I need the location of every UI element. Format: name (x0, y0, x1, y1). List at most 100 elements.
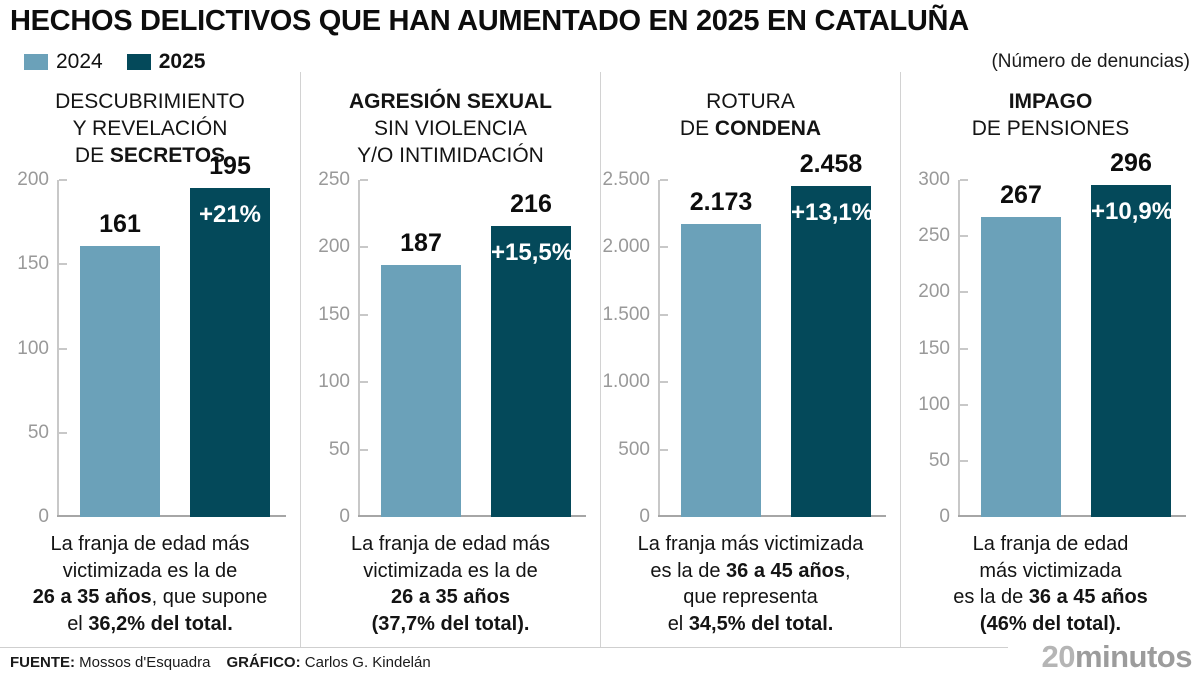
y-axis-tick-mark (660, 246, 668, 249)
bar-value-2024: 2.173 (689, 188, 753, 217)
y-axis-tick-label: 0 (339, 506, 350, 527)
y-axis-tick-mark (59, 347, 67, 350)
y-axis-tick-mark (59, 179, 67, 181)
legend-label-2024: 2024 (56, 50, 103, 73)
footnote-text: que representa (683, 586, 818, 608)
footnote-line: es la de 36 a 45 años, (601, 558, 900, 585)
footnote-text: , (845, 559, 851, 582)
y-axis-tick-mark (960, 235, 968, 238)
20minutos-logo: 20minutos (1041, 639, 1192, 675)
panels: DESCUBRIMIENTO Y REVELACIÓN DE SECRETOS 16… (0, 72, 1200, 648)
y-axis-tick-label: 0 (38, 506, 49, 527)
footnote-text: 26 a 35 años (32, 586, 152, 608)
bar-2024 (681, 224, 761, 517)
bar-value-2025: 216 (510, 189, 552, 218)
panel-footnote: La franja de edad más victimizada es la d… (0, 531, 300, 637)
bar-pct-change-2025: +10,9% (1091, 197, 1174, 225)
chart-plot-area: 2.173 2.458 +13,1% 2.500 2.000 1.500 1.000 5… (601, 150, 900, 527)
footnote-text: 26 a 35 años (391, 586, 510, 608)
panel-title-line: IMPAGO (901, 88, 1200, 115)
chart-panel: AGRESIÓN SEXUAL SIN VIOLENCIA Y/O INTIMIDA… (300, 72, 600, 648)
bar-value-2025: 195 (209, 152, 251, 181)
y-axis-tick-label: 50 (27, 421, 49, 443)
chart-panel: DESCUBRIMIENTO Y REVELACIÓN DE SECRETOS 16… (0, 72, 300, 648)
y-axis-tick-label: 1.000 (602, 371, 650, 393)
panel-title-line: SIN VIOLENCIA (301, 115, 600, 142)
panel-title-text: CONDENA (714, 117, 822, 140)
x-axis-baseline (958, 515, 1186, 517)
panel-title-text: DESCUBRIMIENTO (55, 90, 245, 113)
units-note: (Número de denuncias) (991, 51, 1190, 72)
source-label: FUENTE: (10, 654, 75, 671)
chart-plot-area: 161 195 +21% 200 150 100 50 0 (0, 152, 300, 527)
footnote-text: 36 a 45 años (1028, 586, 1148, 608)
footnote-line: el 34,5% del total. (601, 611, 900, 638)
bar-2025 (190, 188, 270, 517)
y-axis-tick-label: 2.000 (602, 236, 650, 258)
panel-footnote: La franja de edad más victimizada es la de… (901, 531, 1200, 637)
panel-footnote: La franja de edad más victimizada es la d… (301, 531, 600, 637)
x-axis-baseline (358, 515, 586, 517)
legend-item-2025: 2025 (126, 50, 206, 74)
y-axis-tick-label: 150 (318, 303, 350, 325)
footnote-text: 36 a 45 años (726, 559, 845, 582)
panel-title-line: Y REVELACIÓN (0, 115, 300, 142)
panel-title-line: Y/O INTIMIDACIÓN (301, 142, 600, 169)
bar-pct-change-2025: +15,5% (491, 238, 574, 266)
bar-pct-change-2025: +13,1% (791, 198, 874, 226)
footnote-text: el (67, 612, 89, 635)
panel-title-text: SECRETOS (109, 144, 226, 167)
y-axis-tick-mark (360, 179, 368, 181)
footnote-text: victimizada es la de (62, 559, 238, 582)
y-axis-tick-label: 2.500 (602, 169, 650, 190)
y-axis-tick-mark (960, 459, 968, 462)
footnote-text: victimizada es la de (363, 559, 538, 582)
x-axis-baseline (658, 515, 886, 517)
y-axis-tick-mark (660, 313, 668, 316)
legend-swatch-2025 (126, 54, 151, 70)
footnote-text: (46% del total). (979, 612, 1122, 635)
y-axis-tick-label: 50 (328, 438, 350, 460)
footnote-text: 36,2% del total. (88, 612, 233, 635)
logo-part-20: 20 (1041, 639, 1075, 674)
footnote-text: (37,7% del total). (371, 612, 530, 635)
panel-title-text: Y REVELACIÓN (72, 117, 228, 140)
bar-2025 (1091, 184, 1171, 517)
panel-title: IMPAGO DE PENSIONES (901, 72, 1200, 180)
credit-label: GRÁFICO: (226, 654, 301, 671)
panel-title-line: DE CONDENA (601, 115, 900, 142)
panel-title-text: AGRESIÓN SEXUAL (348, 90, 553, 113)
bar-2025 (791, 185, 871, 517)
chart-panel: IMPAGO DE PENSIONES 267 296 +10,9% 300 250… (900, 72, 1200, 648)
chart-plot-area: 267 296 +10,9% 300 250 200 150 100 50 0 (901, 149, 1200, 527)
panel-title-text: SIN VIOLENCIA (374, 117, 527, 140)
footnote-line: victimizada es la de (301, 558, 600, 585)
panel-title-text: DE (74, 144, 110, 167)
bar-value-2024: 161 (99, 209, 141, 238)
panel-title-line: DE PENSIONES (901, 115, 1200, 142)
y-axis-tick-label: 1.500 (602, 303, 650, 325)
bar-2025 (491, 225, 571, 517)
y-axis-tick-mark (360, 448, 368, 451)
panel-title: ROTURA DE CONDENA (601, 72, 900, 180)
legend-label-2025: 2025 (158, 50, 206, 73)
x-axis-baseline (57, 515, 286, 517)
y-axis-tick-label: 100 (318, 371, 350, 393)
y-axis-line (658, 180, 660, 517)
panel-footnote: La franja más victimizada es la de 36 a 4… (601, 531, 900, 637)
panel-title-line: AGRESIÓN SEXUAL (301, 88, 600, 115)
bar-2024 (981, 217, 1061, 517)
y-axis-tick-mark (360, 313, 368, 316)
panel-title-line: ROTURA (601, 88, 900, 115)
y-axis-tick-mark (960, 347, 968, 350)
bar-2024 (381, 264, 461, 517)
y-axis-tick-label: 200 (318, 236, 350, 258)
y-axis-tick-mark (59, 263, 67, 266)
page-title: HECHOS DELICTIVOS QUE HAN AUMENTADO EN 2… (10, 5, 969, 37)
footnote-text: el (667, 612, 689, 635)
y-axis-tick-label: 50 (928, 449, 950, 471)
bar-value-2024: 267 (1000, 181, 1042, 210)
footnote-text: , que supone (151, 586, 268, 608)
panel-title-text: ROTURA (706, 90, 795, 113)
chart-plot-area: 187 216 +15,5% 250 200 150 100 50 0 (301, 169, 600, 527)
